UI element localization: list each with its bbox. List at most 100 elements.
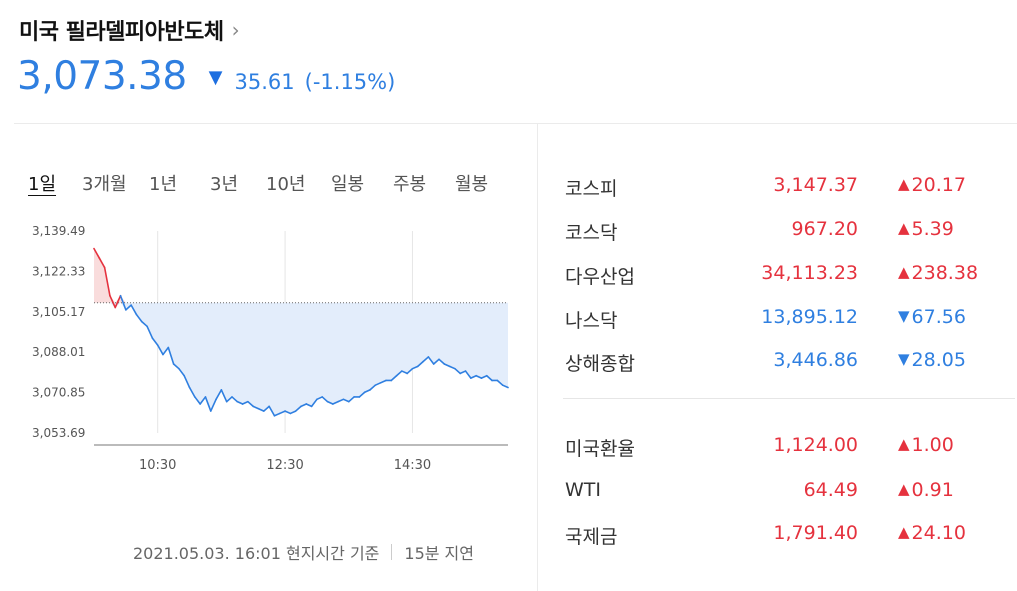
market-value: 967.20: [791, 218, 858, 240]
price-line-segment: [263, 405, 270, 412]
tab-weekly[interactable]: 주봉: [393, 174, 427, 195]
market-change-value: 24.10: [911, 522, 966, 544]
area-below-baseline: [94, 302, 508, 416]
price-line-segment: [172, 363, 180, 370]
tab-10y[interactable]: 10년: [266, 174, 306, 195]
price-line-segment: [199, 396, 207, 405]
market-row-shanghai[interactable]: 상해종합 3,446.86 ▼ 28.05: [565, 349, 985, 379]
price-line-segment: [183, 374, 191, 389]
market-change: ▲ 0.91: [898, 479, 954, 501]
price-line-segment: [342, 398, 350, 403]
price-line-segment: [332, 400, 339, 405]
tab-3y[interactable]: 3년: [210, 174, 239, 195]
price-line-segment: [401, 370, 408, 375]
index-title: 미국 필라델피아반도체: [19, 20, 224, 45]
up-triangle-icon: ▲: [898, 219, 910, 237]
price-line-segment: [459, 370, 467, 375]
price-line-segment: [310, 398, 318, 408]
timestamp: 2021.05.03. 16:01 현지시간 기준: [133, 544, 380, 563]
down-triangle-icon: ▼: [898, 350, 910, 368]
price-line-segment: [326, 400, 334, 405]
market-value: 64.49: [803, 479, 858, 501]
index-title-link[interactable]: 미국 필라델피아반도체 ›: [19, 14, 240, 46]
price-line-segment: [241, 400, 249, 405]
y-tick-label: 3,139.49: [32, 224, 85, 238]
price-line-segment: [316, 396, 324, 401]
price-change: 35.61: [234, 70, 295, 94]
price-line-segment: [464, 370, 472, 379]
price-line-segment: [194, 396, 201, 405]
price-line-segment: [252, 405, 260, 410]
price-line-segment: [236, 400, 244, 405]
price-line-segment: [98, 257, 106, 269]
market-row-nasdaq[interactable]: 나스닥 13,895.12 ▼ 67.56: [565, 306, 985, 336]
price-line-segment: [225, 396, 233, 403]
tab-1y[interactable]: 1년: [149, 174, 178, 195]
price-line-segment: [204, 396, 212, 412]
price-line-segment: [305, 403, 313, 408]
price-line-segment: [416, 360, 424, 368]
price-line-segment: [475, 374, 483, 379]
area-above-baseline: [94, 248, 508, 303]
price-line-segment: [480, 374, 488, 379]
current-price: 3,073.38: [17, 54, 187, 99]
market-value: 1,124.00: [773, 434, 858, 456]
price-line-segment: [257, 407, 265, 412]
y-tick-label: 3,088.01: [32, 345, 85, 359]
price-line-segment: [209, 398, 217, 412]
header-divider: [14, 123, 1017, 124]
tab-daily[interactable]: 일봉: [331, 174, 365, 195]
market-change: ▲ 1.00: [898, 434, 954, 456]
price-line-segment: [114, 294, 122, 309]
price-line-segment: [289, 410, 297, 415]
price-line-segment: [321, 396, 329, 403]
market-change-value: 0.91: [911, 479, 954, 501]
price-line-segment: [247, 400, 255, 408]
market-value: 34,113.23: [761, 262, 858, 284]
tab-1d[interactable]: 1일: [28, 174, 57, 195]
price-line-segment: [188, 386, 196, 398]
price-line-segment: [278, 410, 286, 415]
price-line-segment: [485, 374, 493, 382]
x-tick-label: 14:30: [394, 458, 431, 473]
price-line-segment: [146, 325, 154, 339]
chevron-right-icon: ›: [231, 18, 240, 42]
price-line-segment: [369, 384, 377, 391]
price-line-segment: [109, 294, 117, 309]
market-value: 3,147.37: [773, 174, 858, 196]
market-name: 미국환율: [565, 438, 635, 460]
down-triangle-icon: ▼: [898, 307, 910, 325]
price-line-segment: [135, 313, 143, 323]
price-line-segment: [501, 384, 509, 389]
price-line-segment: [151, 337, 159, 346]
market-change-value: 67.56: [911, 306, 966, 328]
market-row-gold[interactable]: 국제금 1,791.40 ▲ 24.10: [565, 522, 985, 552]
market-name: 상해종합: [565, 353, 635, 375]
tab-3m[interactable]: 3개월: [82, 174, 127, 195]
market-change-value: 28.05: [911, 349, 966, 371]
price-line-segment: [427, 356, 435, 365]
price-line-segment: [379, 379, 387, 384]
price-line-segment: [422, 356, 430, 363]
price-line-segment: [156, 344, 164, 356]
price-line-segment: [130, 304, 138, 316]
market-row-dow[interactable]: 다우산업 34,113.23 ▲ 238.38: [565, 262, 985, 292]
price-line-segment: [284, 410, 292, 415]
y-tick-label: 3,053.69: [32, 426, 85, 440]
price-line-segment: [470, 374, 477, 379]
up-triangle-icon: ▲: [898, 435, 910, 453]
price-line-segment: [448, 365, 456, 370]
tab-monthly[interactable]: 월봉: [455, 174, 489, 195]
price-line-segment: [268, 405, 276, 417]
price-line-segment: [103, 266, 111, 297]
market-change: ▼ 67.56: [898, 306, 966, 328]
side-divider: [563, 398, 1015, 399]
period-tabs: 1일 3개월 1년 3년 10년 일봉 주봉 월봉: [28, 170, 488, 196]
price-line-segment: [220, 389, 228, 403]
market-row-kosdaq[interactable]: 코스닥 967.20 ▲ 5.39: [565, 218, 985, 248]
price-line-segment: [374, 382, 382, 386]
price-line-segment: [167, 346, 175, 365]
market-row-kospi[interactable]: 코스피 3,147.37 ▲ 20.17: [565, 174, 985, 204]
market-row-wti[interactable]: WTI 64.49 ▲ 0.91: [565, 479, 985, 509]
market-row-usdkrw[interactable]: 미국환율 1,124.00 ▲ 1.00: [565, 434, 985, 464]
